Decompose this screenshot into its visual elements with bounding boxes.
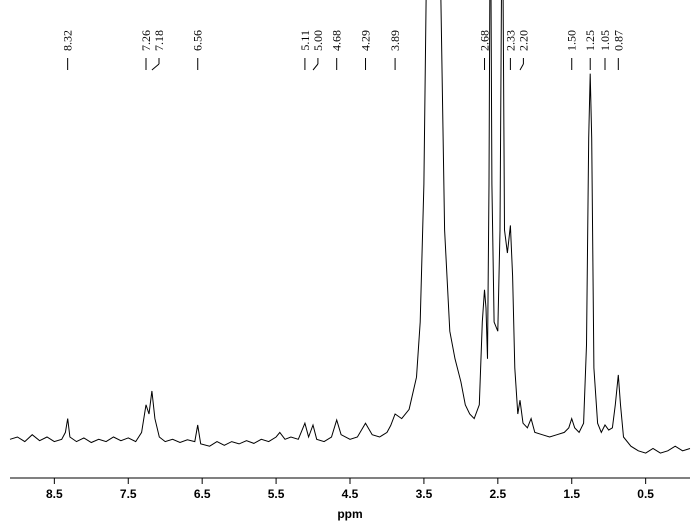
- peak-label: 8.32: [61, 30, 75, 51]
- peak-leader: [151, 63, 160, 71]
- x-tick-label: 0.5: [637, 487, 654, 501]
- peak-label: 1.50: [565, 30, 579, 51]
- x-tick-label: 2.5: [489, 487, 506, 501]
- peak-leader: [519, 63, 524, 71]
- peak-label: 3.89: [388, 30, 402, 51]
- spectrum-line: [9, 0, 691, 454]
- x-tick-label: 3.5: [416, 487, 433, 501]
- x-axis-label: ppm: [337, 507, 362, 521]
- peak-label: 2.20: [516, 30, 530, 51]
- peak-label: 7.18: [152, 30, 166, 51]
- peak-label: 5.11: [298, 30, 312, 51]
- peak-label: 5.00: [311, 30, 325, 51]
- peak-leader: [312, 63, 319, 71]
- peak-label: 6.56: [191, 30, 205, 51]
- peak-label: 4.68: [330, 30, 344, 51]
- peak-label: 7.26: [139, 30, 153, 51]
- x-tick-label: 6.5: [194, 487, 211, 501]
- peak-label: 2.33: [503, 30, 517, 51]
- peak-label: 1.05: [598, 30, 612, 51]
- x-tick-label: 5.5: [268, 487, 285, 501]
- peak-label: 0.87: [611, 30, 625, 51]
- peak-label: 2.68: [478, 30, 492, 51]
- x-tick-label: 7.5: [120, 487, 137, 501]
- x-tick-label: 4.5: [342, 487, 359, 501]
- peak-label: 1.25: [583, 30, 597, 51]
- x-tick-label: 8.5: [46, 487, 63, 501]
- plot: [9, 0, 691, 454]
- peak-label: 4.29: [359, 30, 373, 51]
- x-tick-label: 1.5: [563, 487, 580, 501]
